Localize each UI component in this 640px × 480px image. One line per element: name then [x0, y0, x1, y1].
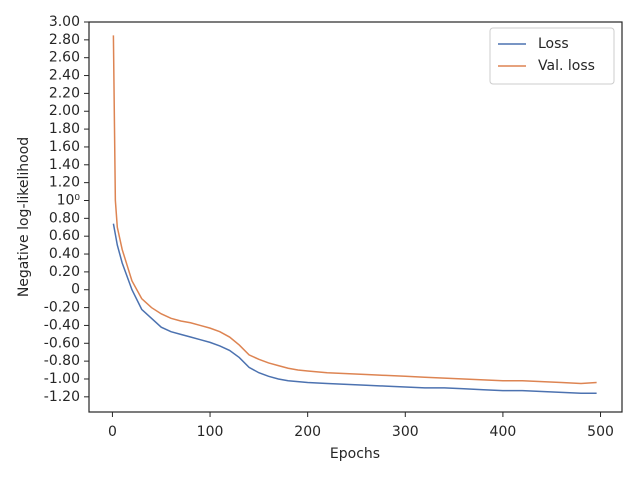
y-tick-label: 1.20 [49, 175, 80, 191]
y-tick-label: 2.80 [49, 32, 80, 48]
y-axis-label: Negative log-likelihood [16, 137, 32, 297]
y-tick-label: -1.20 [44, 389, 80, 405]
x-tick-label: 500 [587, 424, 614, 440]
y-tick-label: -1.00 [44, 371, 80, 387]
x-axis-label: Epochs [330, 446, 380, 462]
y-tick-label: 1.40 [49, 157, 80, 173]
y-tick-label: 0.80 [49, 210, 80, 226]
y-tick-label: 0.20 [49, 264, 80, 280]
y-tick-label: -0.60 [44, 335, 80, 351]
x-tick-label: 300 [392, 424, 419, 440]
y-tick-label: 0.40 [49, 246, 80, 262]
x-tick-label: 100 [197, 424, 224, 440]
y-tick-label: 3.00 [49, 14, 80, 30]
y-tick-label: -0.20 [44, 300, 80, 316]
y-tick-label: 2.60 [49, 50, 80, 66]
y-tick-label: 10⁰ [57, 192, 81, 208]
legend-label: Val. loss [538, 58, 595, 74]
series-line [112, 35, 597, 385]
y-tick-label: 0 [71, 282, 80, 298]
y-tick-label: 0.60 [49, 228, 80, 244]
y-tick-label: -0.80 [44, 353, 80, 369]
y-tick-label: 1.80 [49, 121, 80, 137]
y-tick-label: 1.60 [49, 139, 80, 155]
series-line [112, 223, 597, 395]
x-tick-label: 0 [108, 424, 117, 440]
y-tick-label: 2.00 [49, 103, 80, 119]
y-tick-label: -0.40 [44, 317, 80, 333]
x-tick-label: 400 [490, 424, 517, 440]
y-tick-label: 2.20 [49, 85, 80, 101]
legend-box [489, 27, 615, 85]
legend-label: Loss [538, 36, 569, 52]
y-tick-label: 2.40 [49, 68, 80, 84]
x-tick-label: 200 [294, 424, 321, 440]
plot-frame [88, 21, 623, 413]
